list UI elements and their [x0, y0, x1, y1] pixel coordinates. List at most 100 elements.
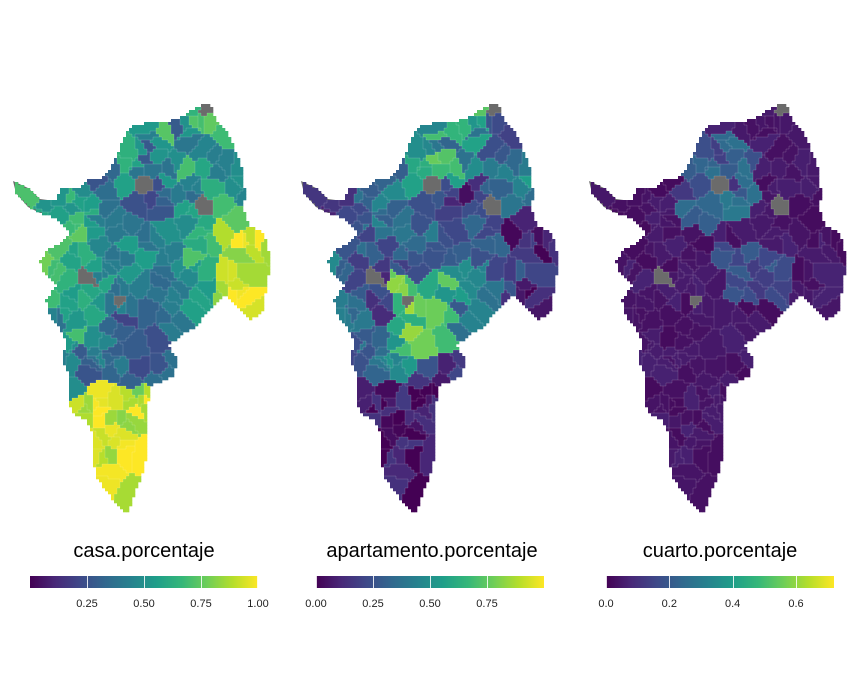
map-region-cell [108, 212, 112, 216]
map-region-cell [93, 404, 97, 408]
map-region-cell [81, 356, 85, 360]
map-region-cell [117, 272, 121, 276]
map-region-cell [141, 269, 145, 273]
map-region-cell [195, 263, 199, 267]
map-region-cell [198, 113, 202, 117]
map-region-cell [126, 137, 130, 141]
map-region-cell [105, 257, 109, 261]
map-region-cell [60, 299, 64, 303]
map-region-cell [93, 401, 97, 405]
map-region-cell [114, 260, 118, 264]
map-region-cell [231, 164, 235, 168]
map-region-cell [144, 398, 148, 402]
map-region-cell [147, 344, 151, 348]
map-region-cell [252, 299, 256, 303]
map-region-cell [111, 383, 115, 387]
map-region-cell [105, 179, 109, 183]
map-region-cell [195, 131, 199, 135]
map-region-cell [222, 287, 226, 291]
map-region-cell [141, 317, 145, 321]
map-region-cell [114, 248, 118, 252]
map-region-cell [54, 281, 58, 285]
map-region-cell [96, 242, 100, 246]
map-region-cell [156, 230, 160, 234]
map-region-cell [216, 278, 220, 282]
map-region-cell [51, 266, 55, 270]
map-region-cell [177, 191, 181, 195]
map-region-cell [171, 272, 175, 276]
map-region-cell [63, 242, 67, 246]
map-region-cell [138, 212, 142, 216]
map-region-cell [87, 407, 91, 411]
map-region-cell [252, 290, 256, 294]
map-region-cell [162, 287, 166, 291]
map-region-cell [126, 152, 130, 156]
map-region-cell [252, 281, 256, 285]
map-region-cell [153, 320, 157, 324]
map-region-cell [75, 311, 79, 315]
map-region-cell [150, 257, 154, 261]
map-region-cell [189, 188, 193, 192]
map-region-cell [147, 170, 151, 174]
map-region-cell [120, 164, 124, 168]
map-region-cell [150, 245, 154, 249]
map-region-cell [147, 380, 151, 384]
map-region-cell [264, 257, 268, 261]
map-region-cell [102, 386, 106, 390]
map-region-cell [123, 182, 127, 186]
map-region-cell [234, 194, 238, 198]
map-region-cell [111, 329, 115, 333]
map-region-cell [99, 263, 103, 267]
map-region-cell [132, 185, 136, 189]
map-region-cell [102, 365, 106, 369]
map-region-cell [123, 170, 127, 174]
map-region-cell [84, 365, 88, 369]
map-region-cell [168, 314, 172, 318]
map-region-cell [129, 392, 133, 396]
map-region-cell [126, 383, 130, 387]
map-region-cell [162, 224, 166, 228]
map-region-cell [132, 173, 136, 177]
map-region-cell [99, 227, 103, 231]
map-region-cell [186, 257, 190, 261]
map-region-cell [84, 344, 88, 348]
map-region-cell [165, 125, 169, 129]
map-region-cell [90, 344, 94, 348]
map-region-cell [102, 242, 106, 246]
map-region-cell [138, 341, 142, 345]
map-region-cell [150, 176, 154, 180]
map-region-cell [171, 176, 175, 180]
map-region-cell [240, 212, 244, 216]
map-region-cell [210, 239, 214, 243]
map-region-cell [156, 203, 160, 207]
map-region-cell [129, 308, 133, 312]
map-region-cell [99, 368, 103, 372]
map-region-cell [150, 137, 154, 141]
map-region-cell [246, 263, 250, 267]
map-region-cell [57, 260, 61, 264]
map-region-cell [237, 242, 241, 246]
map-region-cell [255, 284, 259, 288]
map-region-cell [84, 302, 88, 306]
map-region-cell [195, 272, 199, 276]
map-region-cell [264, 269, 268, 273]
map-region-cell [213, 302, 217, 306]
map-region-cell [189, 140, 193, 144]
map-region-cell [177, 269, 181, 273]
map-region-cell [186, 194, 190, 198]
map-region-cell [96, 368, 100, 372]
map-region-cell [183, 212, 187, 216]
map-region-cell [153, 296, 157, 300]
map-region-cell [228, 233, 232, 237]
map-region-cell [135, 290, 139, 294]
map-region-cell [222, 218, 226, 222]
map-region-cell [117, 242, 121, 246]
map-region-cell [141, 149, 145, 153]
map-region-cell [141, 290, 145, 294]
map-region-cell [78, 305, 82, 309]
map-region-cell [81, 386, 85, 390]
map-region-cell [66, 359, 70, 363]
map-region-cell [66, 299, 70, 303]
map-region-cell [189, 311, 193, 315]
map-region-cell [159, 332, 163, 336]
